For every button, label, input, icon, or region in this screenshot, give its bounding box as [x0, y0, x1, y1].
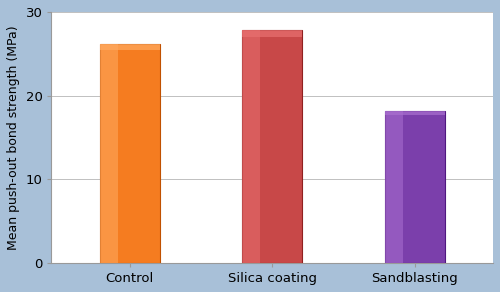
Bar: [242, 30, 302, 37]
Bar: [100, 44, 160, 50]
Bar: [242, 30, 302, 263]
Bar: [385, 111, 444, 115]
Bar: [385, 111, 444, 263]
Bar: [242, 30, 260, 263]
Bar: [100, 44, 118, 263]
Bar: [385, 111, 402, 263]
Y-axis label: Mean push-out bond strength (MPa): Mean push-out bond strength (MPa): [7, 25, 20, 250]
Bar: [100, 44, 160, 263]
